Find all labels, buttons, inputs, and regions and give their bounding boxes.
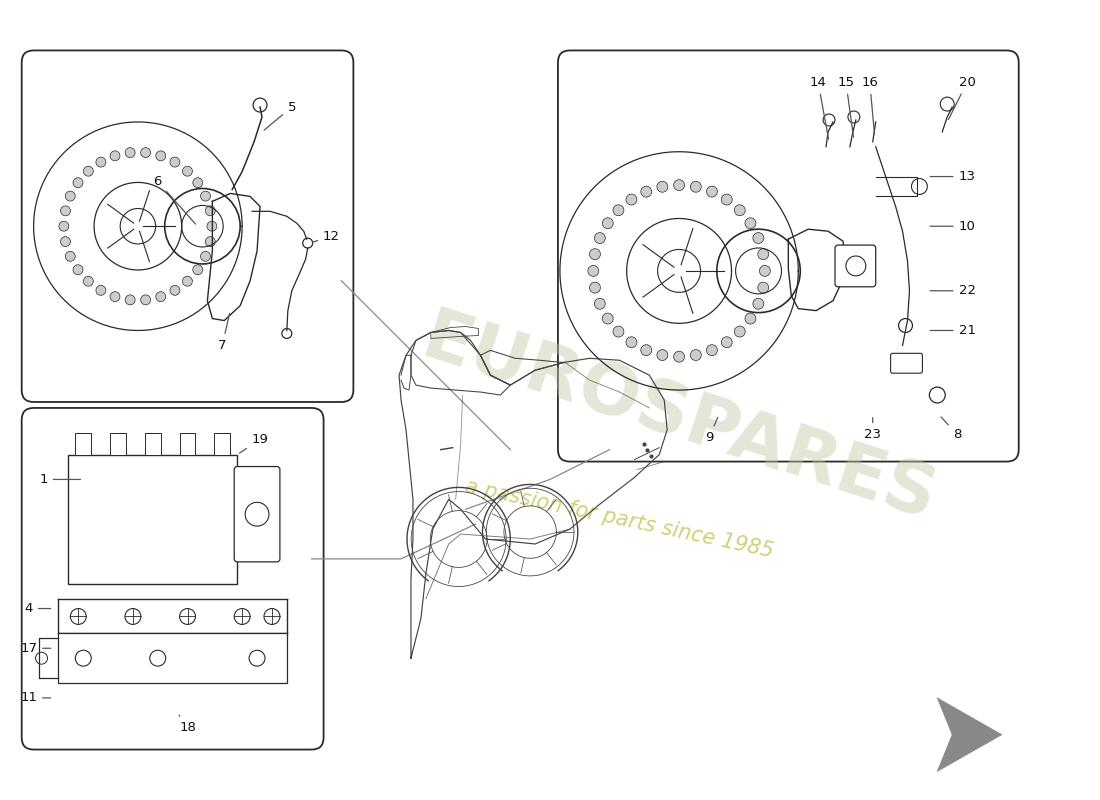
- FancyBboxPatch shape: [68, 454, 238, 584]
- Circle shape: [603, 313, 613, 324]
- Circle shape: [722, 194, 733, 205]
- Circle shape: [192, 265, 202, 274]
- Circle shape: [96, 286, 106, 295]
- Text: 15: 15: [837, 76, 855, 137]
- Circle shape: [758, 249, 769, 260]
- FancyBboxPatch shape: [558, 50, 1019, 462]
- Text: 7: 7: [218, 314, 230, 352]
- Circle shape: [613, 326, 624, 337]
- Circle shape: [613, 205, 624, 216]
- Circle shape: [125, 295, 135, 305]
- Circle shape: [706, 345, 717, 356]
- Circle shape: [59, 222, 69, 231]
- Circle shape: [722, 337, 733, 348]
- Circle shape: [626, 194, 637, 205]
- Circle shape: [65, 251, 75, 262]
- Circle shape: [759, 266, 770, 276]
- Text: 8: 8: [942, 417, 961, 442]
- Circle shape: [110, 151, 120, 161]
- Circle shape: [657, 182, 668, 192]
- FancyBboxPatch shape: [110, 433, 126, 454]
- Circle shape: [735, 326, 745, 337]
- Circle shape: [691, 182, 702, 192]
- Circle shape: [156, 151, 166, 161]
- Text: 11: 11: [20, 691, 51, 705]
- Circle shape: [745, 313, 756, 324]
- Circle shape: [587, 266, 598, 276]
- Circle shape: [125, 148, 135, 158]
- FancyBboxPatch shape: [214, 433, 230, 454]
- Circle shape: [752, 298, 763, 309]
- Circle shape: [758, 282, 769, 293]
- Text: a passion for parts since 1985: a passion for parts since 1985: [463, 477, 776, 562]
- Circle shape: [65, 191, 75, 201]
- Circle shape: [691, 350, 702, 361]
- Text: 9: 9: [705, 418, 717, 444]
- Circle shape: [626, 337, 637, 348]
- Circle shape: [183, 276, 192, 286]
- FancyBboxPatch shape: [835, 245, 876, 286]
- Circle shape: [590, 282, 601, 293]
- Text: 16: 16: [861, 76, 878, 134]
- Text: 12: 12: [312, 230, 340, 242]
- Circle shape: [192, 178, 202, 188]
- Text: 14: 14: [810, 76, 828, 139]
- Circle shape: [657, 350, 668, 361]
- Circle shape: [594, 233, 605, 243]
- Text: 5: 5: [264, 101, 296, 130]
- Text: 10: 10: [931, 220, 976, 233]
- Circle shape: [752, 233, 763, 243]
- Circle shape: [207, 222, 217, 231]
- Circle shape: [590, 249, 601, 260]
- FancyBboxPatch shape: [179, 433, 196, 454]
- Circle shape: [206, 206, 216, 216]
- Circle shape: [96, 157, 106, 167]
- Circle shape: [169, 157, 180, 167]
- Circle shape: [60, 237, 70, 246]
- Circle shape: [673, 351, 684, 362]
- Circle shape: [641, 345, 651, 356]
- Circle shape: [84, 166, 94, 176]
- Circle shape: [641, 186, 651, 197]
- Circle shape: [169, 286, 180, 295]
- Circle shape: [594, 298, 605, 309]
- Circle shape: [73, 178, 82, 188]
- Text: 13: 13: [931, 170, 976, 183]
- FancyBboxPatch shape: [22, 50, 353, 402]
- Circle shape: [156, 292, 166, 302]
- Text: EUROSPARES: EUROSPARES: [414, 304, 945, 535]
- Circle shape: [706, 186, 717, 197]
- Circle shape: [735, 205, 745, 216]
- Circle shape: [84, 276, 94, 286]
- Polygon shape: [937, 698, 1002, 771]
- FancyBboxPatch shape: [891, 354, 923, 373]
- Circle shape: [141, 295, 151, 305]
- Circle shape: [603, 218, 613, 229]
- Text: 23: 23: [865, 418, 881, 442]
- Circle shape: [183, 166, 192, 176]
- Circle shape: [60, 206, 70, 216]
- Text: 21: 21: [931, 324, 976, 337]
- Circle shape: [141, 148, 151, 158]
- Circle shape: [200, 191, 210, 201]
- Text: 19: 19: [240, 434, 268, 453]
- Text: 18: 18: [179, 715, 196, 734]
- Circle shape: [673, 180, 684, 190]
- Text: 1: 1: [40, 473, 80, 486]
- FancyBboxPatch shape: [145, 433, 161, 454]
- Circle shape: [206, 237, 216, 246]
- Circle shape: [73, 265, 82, 274]
- FancyBboxPatch shape: [75, 433, 91, 454]
- Text: 17: 17: [20, 642, 51, 654]
- FancyBboxPatch shape: [58, 634, 287, 683]
- Text: 6: 6: [154, 175, 196, 224]
- Circle shape: [200, 251, 210, 262]
- Circle shape: [745, 218, 756, 229]
- Text: 20: 20: [948, 76, 976, 119]
- FancyBboxPatch shape: [234, 466, 279, 562]
- Text: 4: 4: [24, 602, 51, 615]
- Circle shape: [110, 292, 120, 302]
- FancyBboxPatch shape: [22, 408, 323, 750]
- Text: 22: 22: [931, 284, 976, 298]
